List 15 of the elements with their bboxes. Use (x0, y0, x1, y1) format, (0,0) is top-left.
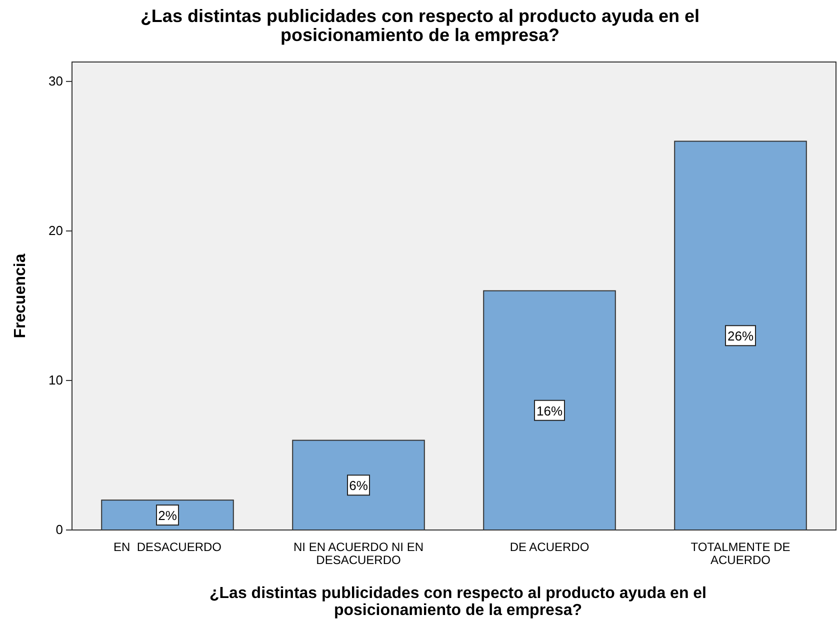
x-tick-label: DE ACUERDO (510, 540, 590, 554)
y-tick-label: 30 (48, 73, 63, 88)
y-tick-label: 0 (56, 522, 63, 537)
x-tick-label: NI EN ACUERDO NI EN DESACUERDO (293, 540, 424, 567)
chart-title: ¿Las distintas publicidades con respecto al producto ayuda en el posicionamiento de la empresa? (140, 6, 700, 45)
data-label: 26% (727, 328, 754, 344)
y-tick-label: 20 (48, 222, 63, 238)
data-label: 16% (536, 403, 563, 418)
data-label: 6% (349, 478, 368, 494)
y-axis-title: Frecuencia (12, 254, 29, 338)
x-tick-label: EN DESACUERDO (113, 540, 222, 554)
y-tick-label: 10 (48, 372, 63, 388)
x-axis-title: ¿Las distintas publicidades con respecto al producto ayuda en el posicionamiento de la empresa? (210, 585, 706, 619)
x-tick-label: TOTALMENTE DE ACUERDO (690, 540, 790, 567)
data-label: 2% (158, 508, 178, 524)
